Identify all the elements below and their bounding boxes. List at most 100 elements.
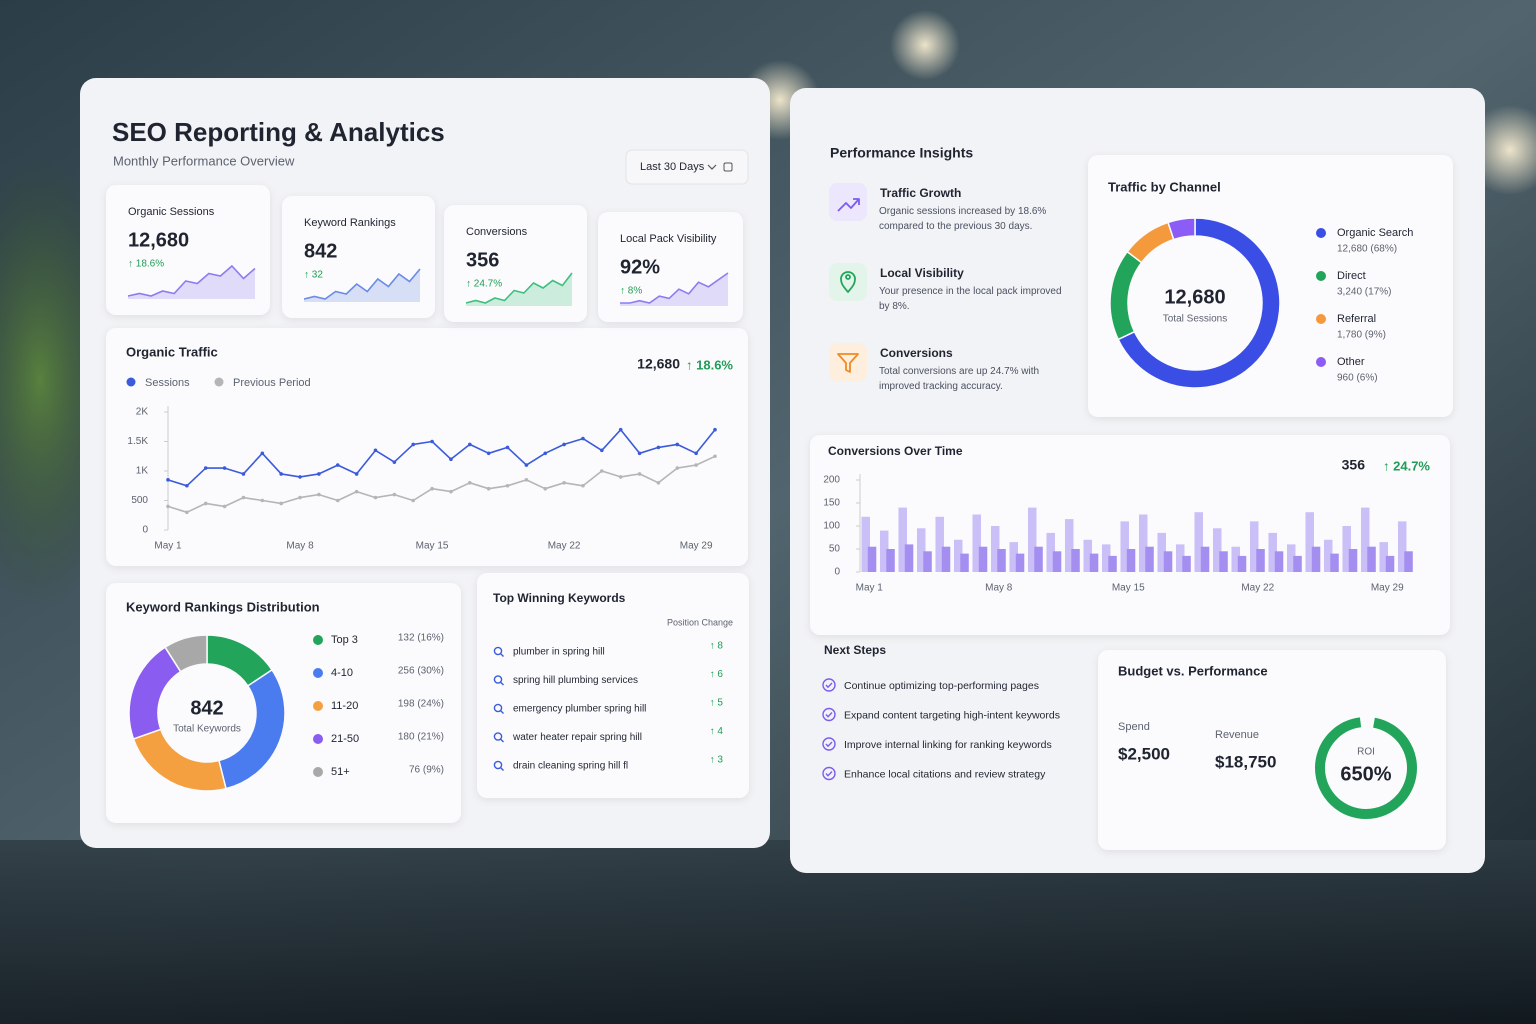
legend-value: 76 (9%) xyxy=(409,765,444,776)
check-icon xyxy=(822,678,836,692)
chart-title: Traffic by Channel xyxy=(1108,179,1221,194)
series-point xyxy=(317,472,321,476)
x-tick-label: May 15 xyxy=(1112,583,1145,594)
legend-label: 21-50 xyxy=(331,733,359,745)
series-point xyxy=(618,427,623,432)
series-point xyxy=(581,483,585,488)
series-point xyxy=(449,457,453,462)
series-point xyxy=(411,442,416,447)
x-tick-label: May 15 xyxy=(416,541,449,552)
series-point xyxy=(166,504,170,509)
series-point xyxy=(373,495,378,500)
series-point xyxy=(203,501,208,506)
bar xyxy=(941,546,951,572)
series-point xyxy=(675,466,680,470)
bar xyxy=(879,530,889,572)
position-change: ↑ 5 xyxy=(710,698,724,709)
bar xyxy=(1009,542,1018,572)
bar xyxy=(1071,549,1080,572)
legend-swatch xyxy=(313,701,323,711)
bar xyxy=(1397,521,1407,572)
bar xyxy=(1175,544,1185,572)
legend-value: 256 (30%) xyxy=(398,666,444,677)
legend-label: Top 3 xyxy=(331,634,358,646)
keyword: drain cleaning spring hill fl xyxy=(513,761,628,772)
bar xyxy=(1064,519,1074,572)
legend-label: Other xyxy=(1337,356,1365,368)
series-point xyxy=(656,445,661,450)
series-point xyxy=(713,454,717,459)
insight-icon xyxy=(840,271,856,293)
legend-value: 132 (16%) xyxy=(398,633,444,644)
next-step: Continue optimizing top-performing pages xyxy=(844,680,1039,692)
kpi-card xyxy=(282,196,435,318)
bar xyxy=(953,539,963,572)
bar xyxy=(1323,539,1333,572)
series-point xyxy=(222,504,227,509)
donut-slice xyxy=(1167,217,1196,241)
bar xyxy=(1379,542,1388,572)
kpi-label: Keyword Rankings xyxy=(304,217,396,229)
position-change: ↑ 3 xyxy=(710,755,724,766)
insight-text-box: Total conversions are up 24.7% with impr… xyxy=(879,366,1040,392)
kpi-card xyxy=(444,205,587,322)
chart-title: Organic Traffic xyxy=(126,344,218,359)
bar xyxy=(1237,555,1247,572)
series-point xyxy=(637,472,642,476)
bar xyxy=(1342,526,1351,572)
legend-swatch xyxy=(1316,314,1326,324)
legend-label: Direct xyxy=(1337,270,1366,282)
legend-swatch xyxy=(126,377,136,387)
series-point xyxy=(411,498,416,503)
bar xyxy=(1182,555,1191,572)
bar xyxy=(1385,555,1395,572)
bar xyxy=(1311,546,1321,572)
donut-slice xyxy=(164,634,208,673)
next-step: Enhance local citations and review strat… xyxy=(844,768,1046,780)
summary-value: 12,680 xyxy=(637,356,680,372)
check-mark xyxy=(825,682,833,689)
bar xyxy=(1163,551,1173,572)
kpi-card xyxy=(106,185,270,315)
series-point xyxy=(241,472,246,476)
insight-icon xyxy=(837,198,860,212)
legend-label: Sessions xyxy=(145,377,190,389)
y-tick-label: 0 xyxy=(834,567,840,578)
chart-title: Conversions Over Time xyxy=(828,444,963,458)
insight-text: Total conversions are up 24.7% with impr… xyxy=(879,366,1040,392)
bar xyxy=(1108,555,1117,572)
check-icon xyxy=(822,737,836,751)
position-change: ↑ 6 xyxy=(710,669,724,680)
top-keywords-card xyxy=(477,573,749,798)
bar xyxy=(1138,514,1148,572)
search-icon-handle xyxy=(500,653,504,657)
kpi-change: ↑ 18.6% xyxy=(128,259,164,270)
legend-label: 4-10 xyxy=(331,667,353,679)
series-point xyxy=(713,427,717,432)
bar xyxy=(1157,532,1166,572)
series-point xyxy=(279,472,283,476)
revenue-label: Revenue xyxy=(1215,729,1259,741)
bar xyxy=(1015,553,1025,572)
check-mark xyxy=(825,771,833,777)
kpi-value: 12,680 xyxy=(128,229,189,251)
series-point xyxy=(524,478,529,482)
series-point xyxy=(505,445,510,450)
bar xyxy=(1249,521,1259,572)
bar xyxy=(1145,546,1154,572)
sparkline xyxy=(127,264,256,297)
date-range-dropdown[interactable] xyxy=(625,149,749,185)
insight-icon xyxy=(837,353,859,373)
bar xyxy=(1293,555,1302,572)
series-point xyxy=(260,451,265,456)
search-icon-handle xyxy=(500,710,504,714)
check-icon xyxy=(822,707,836,722)
keyword: water heater repair spring hill xyxy=(512,732,642,743)
legend-swatch xyxy=(313,668,323,678)
donut-center-value: 12,680 xyxy=(1164,286,1225,308)
roi-label: ROI xyxy=(1357,747,1375,758)
y-tick-label: 0 xyxy=(142,525,148,536)
kpi-value: 356 xyxy=(466,249,499,271)
x-tick-label: May 22 xyxy=(548,541,581,552)
kpi-change: ↑ 24.7% xyxy=(466,279,502,290)
